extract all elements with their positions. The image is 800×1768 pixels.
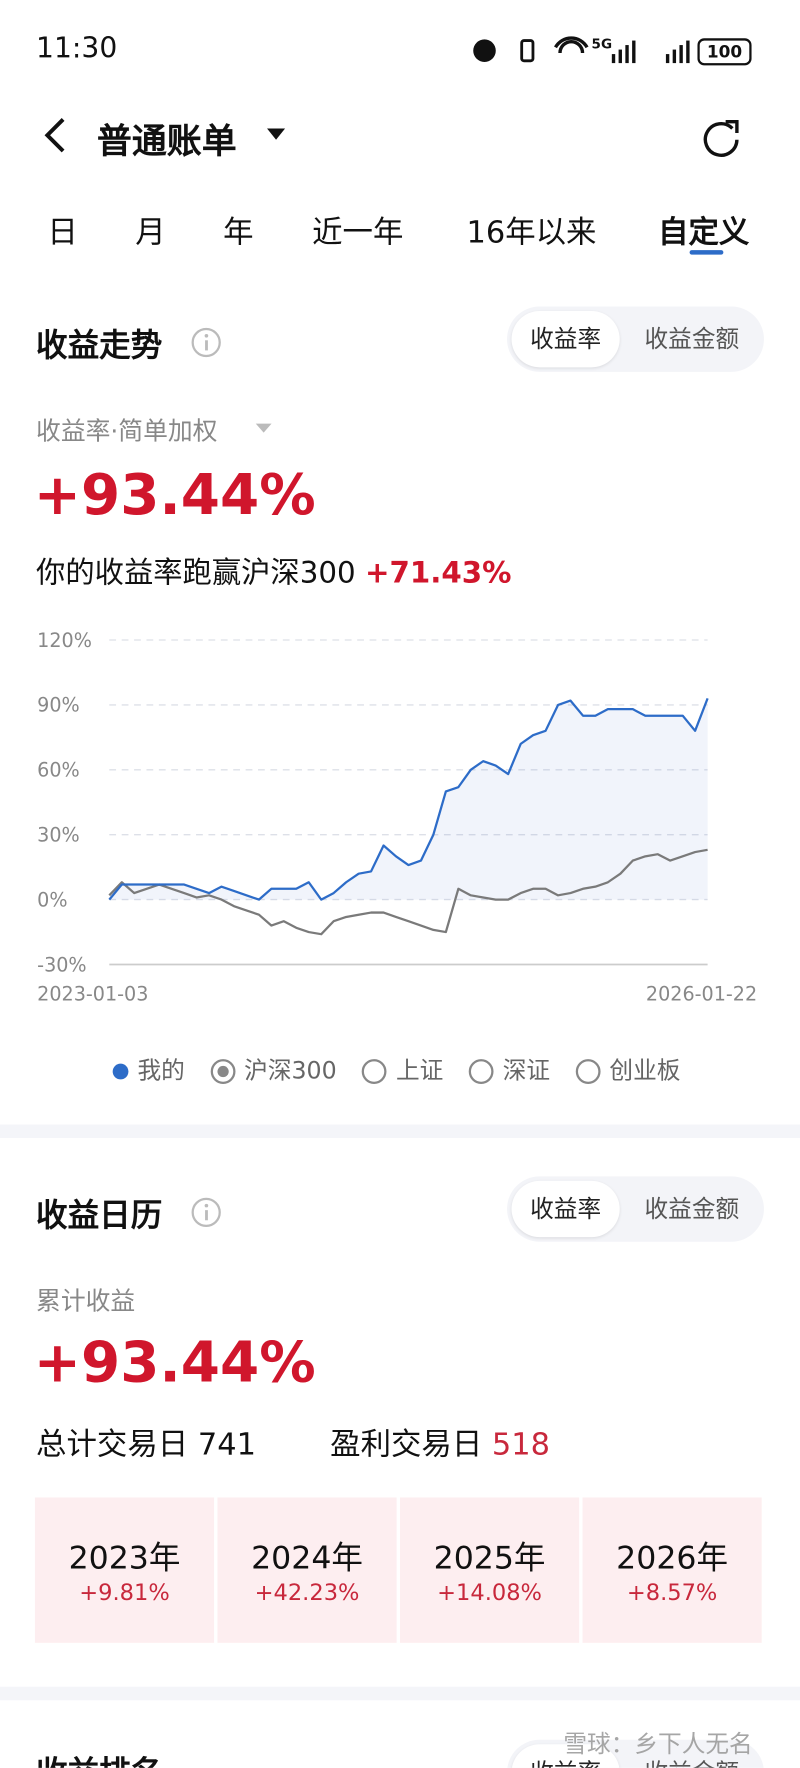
cumulative-return: +93.44%	[33, 1329, 316, 1395]
toggle: 收益率 收益金额	[507, 306, 764, 372]
status-icons	[473, 36, 690, 64]
legend-label[interactable]: 深证	[502, 1056, 551, 1084]
legend-label[interactable]: 我的	[137, 1056, 185, 1084]
y-tick-label: 30%	[37, 823, 80, 846]
tab[interactable]: 日	[47, 215, 78, 251]
separator	[0, 1124, 800, 1139]
profit-days-value: 518	[491, 1427, 551, 1463]
tab[interactable]: 近一年	[312, 215, 404, 251]
profit-days-label: 盈利交易日	[330, 1427, 483, 1463]
section-title: 收益日历	[36, 1196, 163, 1234]
y-tick-label: 0%	[37, 888, 67, 911]
year-card[interactable]: 2023年 +9.81%	[34, 1497, 215, 1643]
tab[interactable]: 年	[223, 215, 254, 251]
info-icon[interactable]	[189, 326, 223, 360]
toggle: 收益率 收益金额	[507, 1739, 764, 1768]
year-card[interactable]: 2026年 +8.57%	[582, 1497, 762, 1643]
tab[interactable]: 16年以来	[466, 215, 597, 251]
refresh-button[interactable]	[699, 115, 744, 160]
legend-label[interactable]: 创业板	[609, 1056, 681, 1084]
header-title[interactable]: 普通账单	[96, 121, 237, 163]
toggle-option[interactable]: 收益金额	[644, 325, 740, 353]
y-tick-label: 90%	[37, 694, 80, 717]
year-card[interactable]: 2025年 +14.08%	[399, 1497, 580, 1643]
toggle-option[interactable]: 收益率	[511, 1744, 620, 1768]
tab-active[interactable]: 自定义	[658, 215, 750, 251]
status-time: 11:30	[36, 31, 118, 65]
tab-indicator	[689, 250, 724, 255]
compare-text: 你的收益率跑赢沪深300 +71.43%	[36, 550, 511, 592]
x-tick-label: 2026-01-22	[646, 983, 757, 1006]
status-network: 5G	[591, 36, 613, 52]
watermark: 雪球：乡下人无名	[563, 1730, 753, 1758]
x-tick-label: 2023-01-03	[37, 983, 148, 1006]
toggle-option[interactable]: 收益率	[511, 1180, 620, 1238]
compare-value: +71.43%	[364, 556, 512, 591]
trading-days-value: 741	[197, 1427, 256, 1463]
tab[interactable]: 月	[135, 215, 166, 251]
y-tick-label: -30%	[37, 953, 86, 976]
radio-selected[interactable]	[210, 1059, 236, 1084]
legend-label[interactable]: 沪深300	[244, 1056, 337, 1084]
radio[interactable]	[468, 1059, 494, 1084]
chart: -30% 0% 30% 60% 90% 120% 2023-01-03 2026-01-22	[37, 629, 757, 1006]
y-tick-label: 60%	[37, 759, 80, 782]
year: 2026年	[616, 1539, 729, 1577]
y-tick-label: 120%	[37, 629, 92, 652]
year-return: +8.57%	[626, 1578, 718, 1606]
radio[interactable]	[362, 1059, 388, 1084]
metric-selector[interactable]: 收益率·简单加权	[36, 418, 218, 447]
year-return: +9.81%	[79, 1578, 170, 1606]
back-button[interactable]	[41, 115, 75, 156]
separator	[0, 1686, 800, 1701]
dropdown-icon[interactable]	[266, 126, 286, 142]
area	[109, 698, 708, 900]
year: 2023年	[68, 1539, 181, 1577]
profit-days: 盈利交易日 518	[330, 1420, 550, 1464]
dropdown-icon[interactable]	[255, 421, 273, 435]
compare-label: 你的收益率跑赢沪深300	[36, 556, 356, 591]
section-title: 收益排名	[36, 1749, 162, 1768]
trading-days: 总计交易日 741	[36, 1420, 256, 1464]
status-battery: 100	[697, 38, 752, 66]
legend-label[interactable]: 上证	[396, 1056, 444, 1084]
toggle-option[interactable]: 收益金额	[644, 1195, 740, 1223]
total-return: +93.44%	[33, 461, 316, 528]
year: 2024年	[251, 1539, 363, 1577]
legend-swatch	[112, 1063, 129, 1080]
toggle-option[interactable]: 收益金额	[624, 1744, 759, 1768]
cumulative-label: 累计收益	[36, 1287, 136, 1317]
radio[interactable]	[575, 1059, 601, 1084]
section-title: 收益走势	[36, 326, 163, 364]
toggle: 收益率 收益金额	[507, 1176, 764, 1242]
year: 2025年	[433, 1539, 546, 1577]
trading-days-label: 总计交易日	[36, 1427, 189, 1463]
series-line	[108, 848, 708, 936]
year-return: +42.23%	[254, 1578, 360, 1606]
toggle-option[interactable]: 收益率	[511, 310, 620, 368]
year-return: +14.08%	[437, 1578, 542, 1606]
series-line	[108, 697, 709, 901]
legend: 我的 沪深300 上证 深证 创业板	[112, 1052, 681, 1086]
year-card[interactable]: 2024年 +42.23%	[217, 1497, 397, 1643]
info-icon[interactable]	[189, 1195, 223, 1229]
